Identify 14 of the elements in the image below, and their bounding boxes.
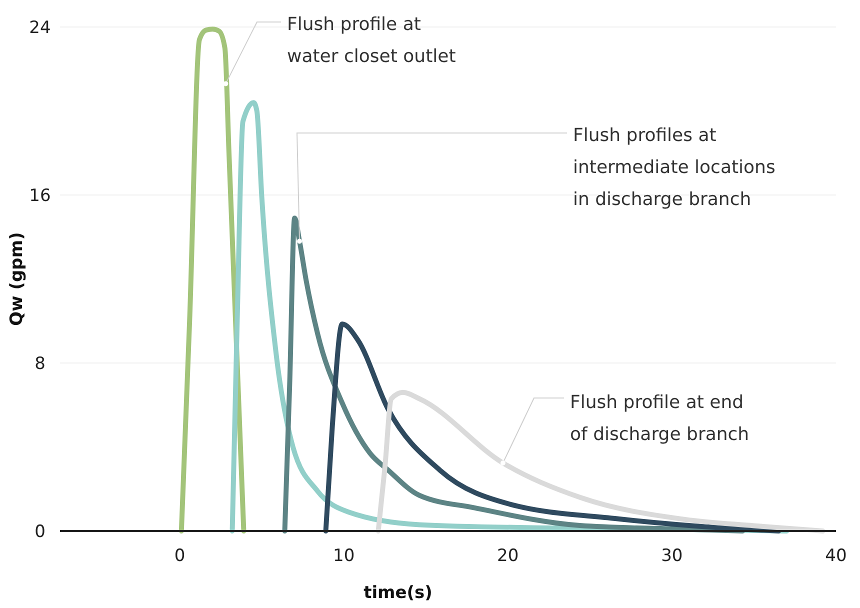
y-tick-label: 16 — [29, 186, 51, 206]
x-tick-label: 30 — [661, 546, 683, 566]
x-tick-label: 10 — [333, 546, 355, 566]
x-axis-title: time(s) — [364, 583, 432, 603]
annotation: Flush profiles at intermediate locations in discharge branch — [573, 125, 776, 210]
x-tick-label: 20 — [497, 546, 519, 566]
annotation: Flush profile at water closet outlet — [287, 14, 456, 67]
y-tick-label: 8 — [34, 354, 46, 374]
x-tick-label: 0 — [174, 546, 186, 566]
y-tick-label: 0 — [34, 522, 46, 542]
y-tick-label: 24 — [29, 18, 51, 38]
annotation: Flush profile at end of discharge branch — [570, 392, 750, 445]
x-tick-label: 40 — [825, 546, 847, 566]
y-axis-title: Qw (gpm) — [7, 232, 27, 326]
